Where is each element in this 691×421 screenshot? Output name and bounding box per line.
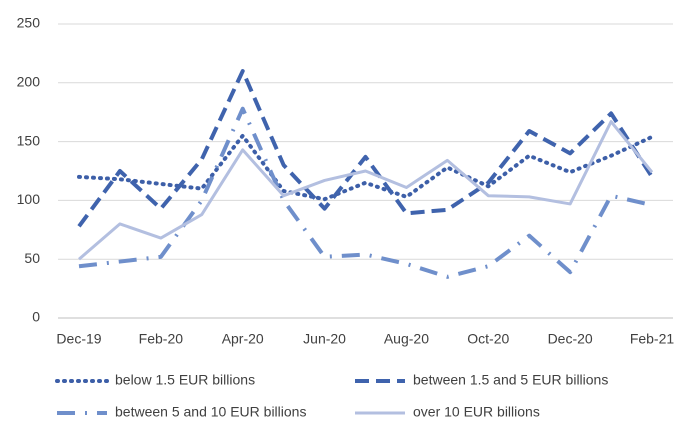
x-tick-label: Feb-20 — [139, 331, 184, 347]
y-tick-label: 250 — [17, 15, 41, 31]
series-line — [78, 106, 653, 279]
x-tick-label: Jun-20 — [303, 331, 346, 347]
series-line — [77, 69, 654, 228]
series-line — [77, 133, 654, 202]
y-tick-label: 50 — [24, 250, 40, 266]
x-tick-label: Apr-20 — [222, 331, 264, 347]
legend-label: over 10 EUR billions — [413, 404, 540, 420]
legend-label: between 1.5 and 5 EUR billions — [413, 372, 608, 388]
x-tick-label: Oct-20 — [467, 331, 509, 347]
y-tick-label: 200 — [17, 74, 41, 90]
y-tick-label: 100 — [17, 191, 41, 207]
series-line — [78, 120, 654, 261]
x-tick-label: Aug-20 — [384, 331, 429, 347]
y-tick-label: 0 — [32, 309, 40, 325]
x-tick-label: Dec-20 — [548, 331, 593, 347]
y-tick-label: 150 — [17, 132, 41, 148]
x-tick-label: Dec-19 — [56, 331, 101, 347]
x-tick-label: Feb-21 — [630, 331, 675, 347]
legend-label: between 5 and 10 EUR billions — [115, 404, 306, 420]
legend-label: below 1.5 EUR billions — [115, 372, 255, 388]
